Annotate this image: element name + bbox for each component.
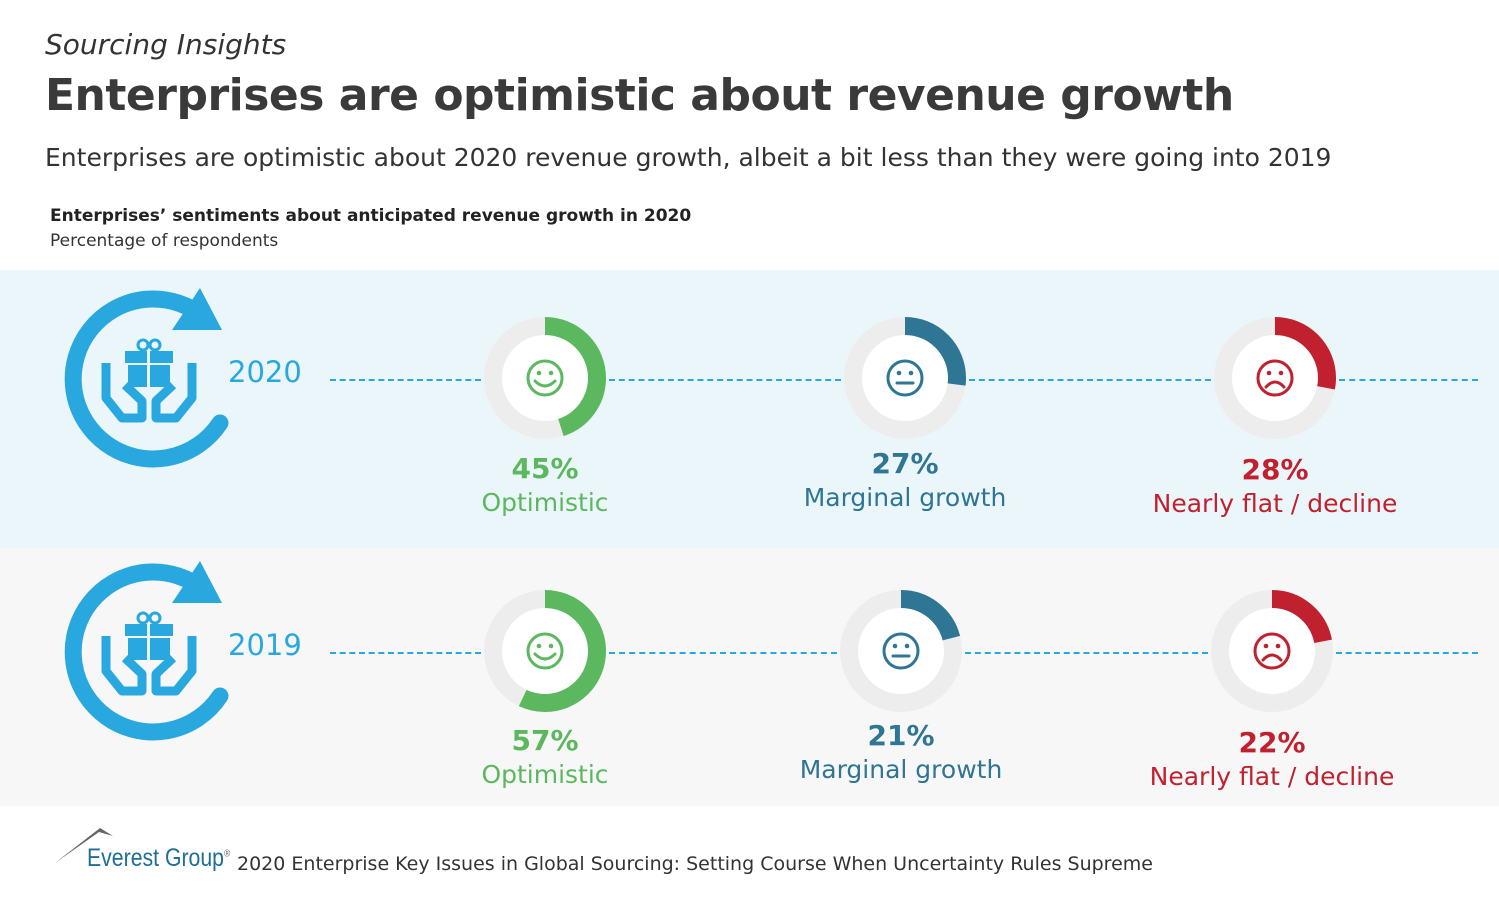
category-label: Nearly flat / decline <box>1152 489 1398 518</box>
donut-marginal-growth <box>840 590 962 712</box>
connector-line <box>330 379 481 381</box>
page-subtitle: Enterprises are optimistic about 2020 re… <box>45 143 1332 172</box>
brand-name: Everest Group® <box>87 844 231 872</box>
frown-face-icon <box>1256 359 1294 397</box>
connector-line <box>965 652 1208 654</box>
category-label: Optimistic <box>481 488 609 517</box>
connector-line <box>609 379 841 381</box>
percent-label: 22% <box>1238 726 1306 759</box>
donut-nearly-flat-decline <box>1211 590 1333 712</box>
gift-cycle-icon <box>64 288 229 468</box>
donut-value-arc <box>844 317 966 439</box>
smile-face-icon <box>526 632 564 670</box>
category-label: Marginal growth <box>803 483 1007 512</box>
donut-nearly-flat-decline <box>1214 317 1336 439</box>
percent-label: 45% <box>511 452 579 485</box>
donut-optimistic <box>484 590 606 712</box>
category-label: Marginal growth <box>799 755 1003 784</box>
frown-face-icon <box>1253 632 1291 670</box>
connector-line <box>1339 379 1478 381</box>
connector-line <box>330 652 481 654</box>
source-note: 2020 Enterprise Key Issues in Global Sou… <box>237 853 1153 875</box>
percent-label: 28% <box>1241 453 1309 486</box>
category-label: Optimistic <box>481 760 609 789</box>
page-title: Enterprises are optimistic about revenue… <box>45 70 1234 121</box>
everest-group-logo: Everest Group® <box>55 828 235 882</box>
donut-value-arc <box>484 590 606 712</box>
percent-label: 27% <box>871 447 939 480</box>
kicker: Sourcing Insights <box>45 28 287 61</box>
donut-value-arc <box>1211 590 1333 712</box>
neutral-face-icon <box>886 359 924 397</box>
year-label: 2019 <box>228 628 302 662</box>
donut-optimistic <box>484 317 606 439</box>
percent-label: 57% <box>511 724 579 757</box>
donut-marginal-growth <box>844 317 966 439</box>
connector-line <box>1336 652 1478 654</box>
neutral-face-icon <box>882 632 920 670</box>
donut-value-arc <box>484 317 606 439</box>
donut-value-arc <box>1214 317 1336 439</box>
gift-cycle-icon <box>64 561 229 741</box>
smile-face-icon <box>526 359 564 397</box>
chart-unit: Percentage of respondents <box>50 231 279 251</box>
connector-line <box>969 379 1211 381</box>
chart-title: Enterprises’ sentiments about anticipate… <box>50 206 692 226</box>
connector-line <box>609 652 837 654</box>
percent-label: 21% <box>867 719 935 752</box>
year-label: 2020 <box>228 355 302 389</box>
donut-value-arc <box>840 590 962 712</box>
category-label: Nearly flat / decline <box>1149 762 1395 791</box>
